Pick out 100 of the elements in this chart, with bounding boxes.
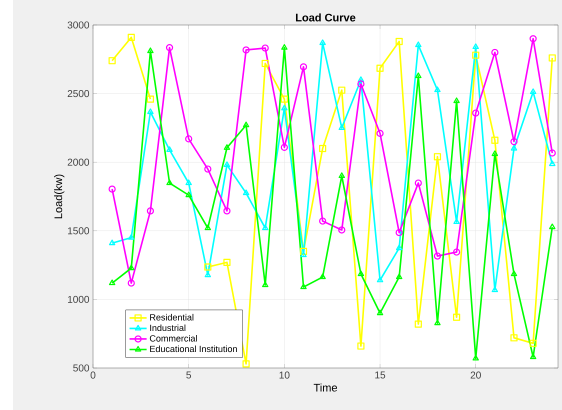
point <box>300 248 308 255</box>
point <box>242 189 250 196</box>
point <box>491 48 498 56</box>
point <box>223 258 231 266</box>
point <box>147 47 154 54</box>
point <box>280 144 288 151</box>
x-axis-title: Time <box>314 383 338 392</box>
x-tick-label: 15 <box>375 372 386 379</box>
x-tick-label: 20 <box>470 372 481 379</box>
y-tick-label: 1500 <box>68 227 90 234</box>
point <box>185 179 192 186</box>
point <box>358 76 364 82</box>
point <box>358 270 364 276</box>
legend-label: Residential <box>150 314 194 321</box>
point <box>376 130 384 137</box>
point <box>281 44 288 50</box>
point <box>262 224 268 230</box>
point <box>396 244 402 250</box>
point <box>128 264 134 270</box>
point <box>242 122 250 128</box>
point <box>530 35 537 42</box>
point <box>281 104 288 110</box>
point <box>492 150 498 156</box>
point <box>319 144 326 152</box>
point <box>128 279 135 287</box>
point <box>396 38 403 46</box>
point <box>510 334 518 342</box>
x-tick-label: 0 <box>90 372 96 379</box>
point <box>185 192 192 198</box>
point <box>472 43 479 50</box>
legend-label: Educational Institution <box>150 345 237 352</box>
point <box>414 179 422 187</box>
point <box>108 57 116 64</box>
point <box>434 86 441 92</box>
point <box>414 320 422 328</box>
point <box>530 88 536 94</box>
point <box>147 108 154 114</box>
point <box>491 136 498 144</box>
point <box>434 320 441 326</box>
point <box>396 228 403 236</box>
point <box>146 207 154 215</box>
y-tick-label: 2500 <box>68 90 90 98</box>
point <box>166 44 174 52</box>
point <box>510 144 518 151</box>
point <box>146 95 154 103</box>
point <box>396 273 402 280</box>
point <box>280 95 288 103</box>
point <box>338 226 346 234</box>
point <box>262 44 269 52</box>
point <box>376 276 384 282</box>
point <box>338 172 345 178</box>
point <box>319 273 326 280</box>
point <box>338 124 345 130</box>
y-tick-label: 3000 <box>68 21 90 29</box>
point <box>242 360 250 368</box>
point <box>262 60 269 68</box>
point <box>415 72 422 78</box>
point <box>300 283 307 290</box>
point <box>166 179 173 186</box>
point <box>376 64 384 72</box>
legend-label: Industrial <box>150 324 186 332</box>
y-axis-title: Load(kw) <box>54 174 64 218</box>
point <box>548 54 556 62</box>
point <box>300 63 308 70</box>
point <box>204 263 212 271</box>
point <box>357 80 365 88</box>
point <box>128 234 134 240</box>
point <box>128 34 135 41</box>
point <box>452 314 460 321</box>
y-tick-label: 500 <box>73 364 90 372</box>
point <box>166 146 173 152</box>
point <box>434 252 442 260</box>
point <box>376 310 384 316</box>
point <box>452 248 460 256</box>
chart-title: Load Curve <box>296 13 356 22</box>
point <box>472 109 480 117</box>
point <box>338 86 346 94</box>
point <box>453 218 460 224</box>
x-tick-label: 5 <box>186 372 192 379</box>
point <box>223 207 231 215</box>
point <box>357 342 365 350</box>
point <box>204 224 212 230</box>
point <box>510 138 518 146</box>
point <box>319 217 326 225</box>
x-tick-label: 10 <box>280 372 290 379</box>
point <box>453 97 460 104</box>
point <box>224 144 230 150</box>
point <box>204 165 212 173</box>
point <box>472 52 480 59</box>
legend-label: Commercial <box>150 334 197 342</box>
point <box>319 39 326 46</box>
y-tick-label: 1000 <box>68 296 90 303</box>
y-tick-label: 2000 <box>68 158 90 166</box>
point <box>510 270 518 276</box>
point <box>415 41 422 48</box>
point <box>242 46 250 54</box>
point <box>434 153 442 160</box>
point <box>224 161 230 168</box>
point <box>530 340 537 347</box>
point <box>185 135 192 142</box>
